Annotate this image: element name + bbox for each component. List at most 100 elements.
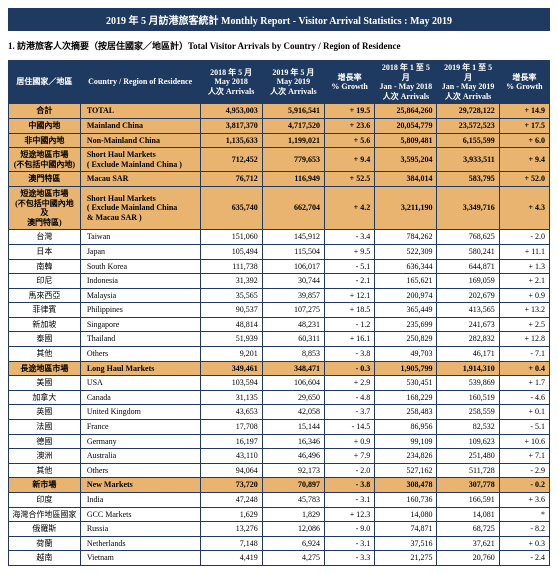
- cell-growth: - 8.2: [499, 522, 549, 537]
- table-row: 新市場New Markets73,72070,897- 3.8308,47830…: [9, 478, 550, 493]
- cell-growth: + 3.6: [499, 493, 549, 508]
- cell-growth: + 9.5: [324, 244, 374, 259]
- cell-region-cn: 菲律賓: [9, 303, 81, 318]
- cell-value: 784,262: [375, 230, 437, 245]
- cell-value: 37,516: [375, 536, 437, 551]
- cell-region-en: Mainland China: [80, 118, 200, 133]
- cell-value: 43,653: [200, 405, 262, 420]
- cell-region-en: France: [80, 420, 200, 435]
- cell-value: 12,086: [262, 522, 324, 537]
- cell-value: 530,451: [375, 376, 437, 391]
- cell-growth: + 4.2: [324, 186, 374, 229]
- cell-value: 31,392: [200, 274, 262, 289]
- cell-value: 6,924: [262, 536, 324, 551]
- cell-growth: + 5.6: [324, 133, 374, 148]
- cell-region-cn: 中國內地: [9, 118, 81, 133]
- cell-region-cn: 法國: [9, 420, 81, 435]
- table-row: 非中國內地Non-Mainland China1,135,6331,199,02…: [9, 133, 550, 148]
- cell-value: 635,740: [200, 186, 262, 229]
- cell-region-cn: 其他: [9, 347, 81, 362]
- cell-value: 3,211,190: [375, 186, 437, 229]
- cell-growth: - 0.3: [324, 361, 374, 376]
- cell-region-en: Russia: [80, 522, 200, 537]
- cell-value: 349,461: [200, 361, 262, 376]
- cell-value: 4,717,520: [262, 118, 324, 133]
- cell-value: 235,699: [375, 317, 437, 332]
- cell-value: 20,760: [437, 551, 499, 566]
- cell-value: 160,519: [437, 390, 499, 405]
- cell-value: 25,864,260: [375, 104, 437, 119]
- cell-value: 8,853: [262, 347, 324, 362]
- cell-growth: - 1.2: [324, 317, 374, 332]
- cell-growth: - 3.3: [324, 551, 374, 566]
- cell-region-cn: 澳門特區: [9, 172, 81, 187]
- cell-value: 86,956: [375, 420, 437, 435]
- cell-growth: + 7.1: [499, 449, 549, 464]
- th-growth2: 增長率% Growth: [499, 61, 549, 104]
- cell-region-cn: 俄羅斯: [9, 522, 81, 537]
- cell-value: 151,060: [200, 230, 262, 245]
- cell-region-en: Thailand: [80, 332, 200, 347]
- cell-value: 365,449: [375, 303, 437, 318]
- cell-region-cn: 美國: [9, 376, 81, 391]
- table-row: 新加坡Singapore48,81448,231- 1.2235,699241,…: [9, 317, 550, 332]
- table-row: 荷蘭Netherlands7,1486,924- 3.137,51637,621…: [9, 536, 550, 551]
- cell-region-cn: 馬來西亞: [9, 288, 81, 303]
- cell-value: 39,857: [262, 288, 324, 303]
- cell-region-en: United Kingdom: [80, 405, 200, 420]
- cell-region-cn: 短途地區市場(不包括中國內地及澳門特區): [9, 186, 81, 229]
- cell-growth: + 12.1: [324, 288, 374, 303]
- cell-value: 202,679: [437, 288, 499, 303]
- cell-value: 106,017: [262, 259, 324, 274]
- table-body: 合計TOTAL4,953,0035,916,541+ 19.525,864,26…: [9, 104, 550, 566]
- th-ytd2019: 2019 年 1 至 5 月Jan - May 2019人次 Arrivals: [437, 61, 499, 104]
- cell-region-en: GCC Markets: [80, 507, 200, 522]
- table-row: 加拿大Canada31,13529,650- 4.8168,229160,519…: [9, 390, 550, 405]
- cell-value: 73,720: [200, 478, 262, 493]
- cell-growth: + 1.3: [499, 259, 549, 274]
- cell-growth: + 18.5: [324, 303, 374, 318]
- cell-value: 3,595,204: [375, 148, 437, 172]
- table-row: 台灣Taiwan151,060145,912- 3.4784,262768,62…: [9, 230, 550, 245]
- cell-value: 511,728: [437, 463, 499, 478]
- cell-region-en: India: [80, 493, 200, 508]
- cell-region-en: Philippines: [80, 303, 200, 318]
- cell-value: 116,949: [262, 172, 324, 187]
- cell-value: 7,148: [200, 536, 262, 551]
- cell-value: 9,201: [200, 347, 262, 362]
- cell-value: 4,953,003: [200, 104, 262, 119]
- cell-value: 20,054,779: [375, 118, 437, 133]
- th-may2018: 2018 年 5 月May 2018人次 Arrivals: [200, 61, 262, 104]
- cell-region-en: Australia: [80, 449, 200, 464]
- cell-growth: + 7.9: [324, 449, 374, 464]
- cell-growth: + 1.7: [499, 376, 549, 391]
- table-row: 中國內地Mainland China3,817,3704,717,520+ 23…: [9, 118, 550, 133]
- cell-growth: - 3.8: [324, 478, 374, 493]
- cell-growth: + 13.2: [499, 303, 549, 318]
- table-row: 印度India47,24845,783- 3.1160,736166,591+ …: [9, 493, 550, 508]
- cell-value: 16,197: [200, 434, 262, 449]
- cell-value: 583,795: [437, 172, 499, 187]
- cell-value: 70,897: [262, 478, 324, 493]
- cell-region-en: Germany: [80, 434, 200, 449]
- table-row: 俄羅斯Russia13,27612,086- 9.074,87168,725- …: [9, 522, 550, 537]
- cell-value: 42,058: [262, 405, 324, 420]
- cell-value: 48,231: [262, 317, 324, 332]
- cell-value: 47,248: [200, 493, 262, 508]
- cell-value: 258,483: [375, 405, 437, 420]
- cell-value: 282,832: [437, 332, 499, 347]
- table-row: 馬來西亞Malaysia35,56539,857+ 12.1200,974202…: [9, 288, 550, 303]
- table-row: 其他Others94,06492,173- 2.0527,162511,728-…: [9, 463, 550, 478]
- cell-value: 1,629: [200, 507, 262, 522]
- cell-value: 31,135: [200, 390, 262, 405]
- cell-value: 45,783: [262, 493, 324, 508]
- th-region-cn: 居住國家／地區: [9, 61, 81, 104]
- cell-region-en: Singapore: [80, 317, 200, 332]
- cell-value: 35,565: [200, 288, 262, 303]
- cell-value: 712,452: [200, 148, 262, 172]
- cell-value: 1,905,799: [375, 361, 437, 376]
- cell-value: 169,059: [437, 274, 499, 289]
- table-row: 印尼Indonesia31,39230,744- 2.1165,621169,0…: [9, 274, 550, 289]
- cell-growth: + 4.3: [499, 186, 549, 229]
- cell-value: 384,014: [375, 172, 437, 187]
